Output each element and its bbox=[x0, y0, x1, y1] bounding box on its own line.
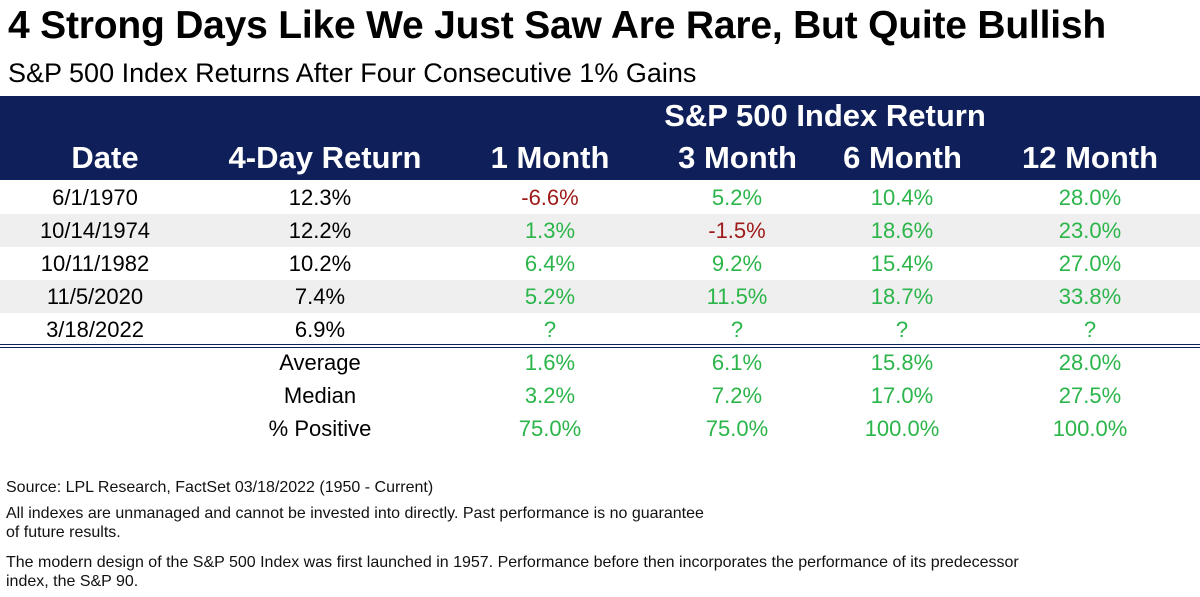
summary-cell: 28.0% bbox=[1058, 350, 1122, 375]
table-cell: 5.2% bbox=[711, 185, 763, 210]
row-band bbox=[0, 280, 1200, 313]
header-1-month: 1 Month bbox=[490, 140, 610, 175]
table-cell: 27.0% bbox=[1058, 251, 1122, 276]
summary-label: Median bbox=[283, 383, 357, 408]
header-date: Date bbox=[71, 140, 139, 175]
table-cell: 33.8% bbox=[1058, 284, 1122, 309]
table-cell: 10.2% bbox=[288, 251, 352, 276]
summary-cell: 6.1% bbox=[711, 350, 763, 375]
summary-label: % Positive bbox=[268, 416, 372, 441]
chart-subtitle: S&P 500 Index Returns After Four Consecu… bbox=[8, 58, 697, 88]
summary-cell: 75.0% bbox=[705, 416, 769, 441]
table-cell: 11/5/2020 bbox=[46, 284, 144, 309]
table-cell: 12.2% bbox=[288, 218, 352, 243]
footnote-line: of future results. bbox=[6, 524, 121, 541]
footnote-line: All indexes are unmanaged and cannot be … bbox=[6, 505, 704, 522]
summary-cell: 3.2% bbox=[524, 383, 576, 408]
summary-cell: 17.0% bbox=[870, 383, 934, 408]
table-cell: 18.7% bbox=[870, 284, 934, 309]
table-header: S&P 500 Index Return Date 4-Day Return 1… bbox=[0, 96, 1200, 180]
table-cell: 10/11/1982 bbox=[40, 251, 150, 276]
table-cell: -1.5% bbox=[708, 218, 766, 243]
table-cell: 18.6% bbox=[870, 218, 934, 243]
summary-label: Average bbox=[279, 350, 361, 375]
footnote-line: index, the S&P 90. bbox=[6, 573, 139, 590]
summary-cell: 75.0% bbox=[518, 416, 582, 441]
table-cell: 28.0% bbox=[1058, 185, 1122, 210]
header-3-month: 3 Month bbox=[678, 140, 797, 175]
footnote-line: The modern design of the S&P 500 Index w… bbox=[6, 554, 1019, 571]
table-cell: ? bbox=[1083, 317, 1097, 342]
summary-cell: 27.5% bbox=[1058, 383, 1122, 408]
header-4day-return: 4-Day Return bbox=[228, 140, 422, 175]
summary-cell: 100.0% bbox=[1052, 416, 1128, 441]
header-12-month: 12 Month bbox=[1021, 140, 1159, 175]
table-cell: 12.3% bbox=[288, 185, 352, 210]
table-cell: 6.9% bbox=[294, 317, 346, 342]
summary-divider-bottom bbox=[0, 347, 1200, 348]
chart-title: 4 Strong Days Like We Just Saw Are Rare,… bbox=[8, 4, 1107, 47]
summary-cell: 1.6% bbox=[524, 350, 576, 375]
row-band bbox=[0, 214, 1200, 247]
summary-cell: 15.8% bbox=[870, 350, 934, 375]
summary-cell: 100.0% bbox=[864, 416, 940, 441]
header-group-label: S&P 500 Index Return bbox=[664, 98, 986, 133]
table-cell: 6/1/1970 bbox=[52, 185, 138, 210]
table-cell: 5.2% bbox=[524, 284, 576, 309]
header-6-month: 6 Month bbox=[843, 140, 962, 175]
table-cell: 1.3% bbox=[524, 218, 576, 243]
table-cell: 9.2% bbox=[711, 251, 763, 276]
footnote-line: Source: LPL Research, FactSet 03/18/2022… bbox=[6, 479, 434, 496]
table-cell: 6.4% bbox=[524, 251, 576, 276]
table-cell: 10.4% bbox=[870, 185, 934, 210]
table-cell: ? bbox=[730, 317, 744, 342]
table-cell: ? bbox=[895, 317, 909, 342]
table-cell: 7.4% bbox=[294, 284, 346, 309]
table-cell: ? bbox=[543, 317, 557, 342]
table-cell: 3/18/2022 bbox=[46, 317, 144, 342]
table-cell: -6.6% bbox=[521, 185, 579, 210]
table-cell: 10/14/1974 bbox=[39, 218, 151, 243]
summary-cell: 7.2% bbox=[711, 383, 763, 408]
summary-divider-top bbox=[0, 344, 1200, 345]
table-cell: 23.0% bbox=[1058, 218, 1122, 243]
table-cell: 15.4% bbox=[870, 251, 934, 276]
table-cell: 11.5% bbox=[706, 284, 768, 309]
